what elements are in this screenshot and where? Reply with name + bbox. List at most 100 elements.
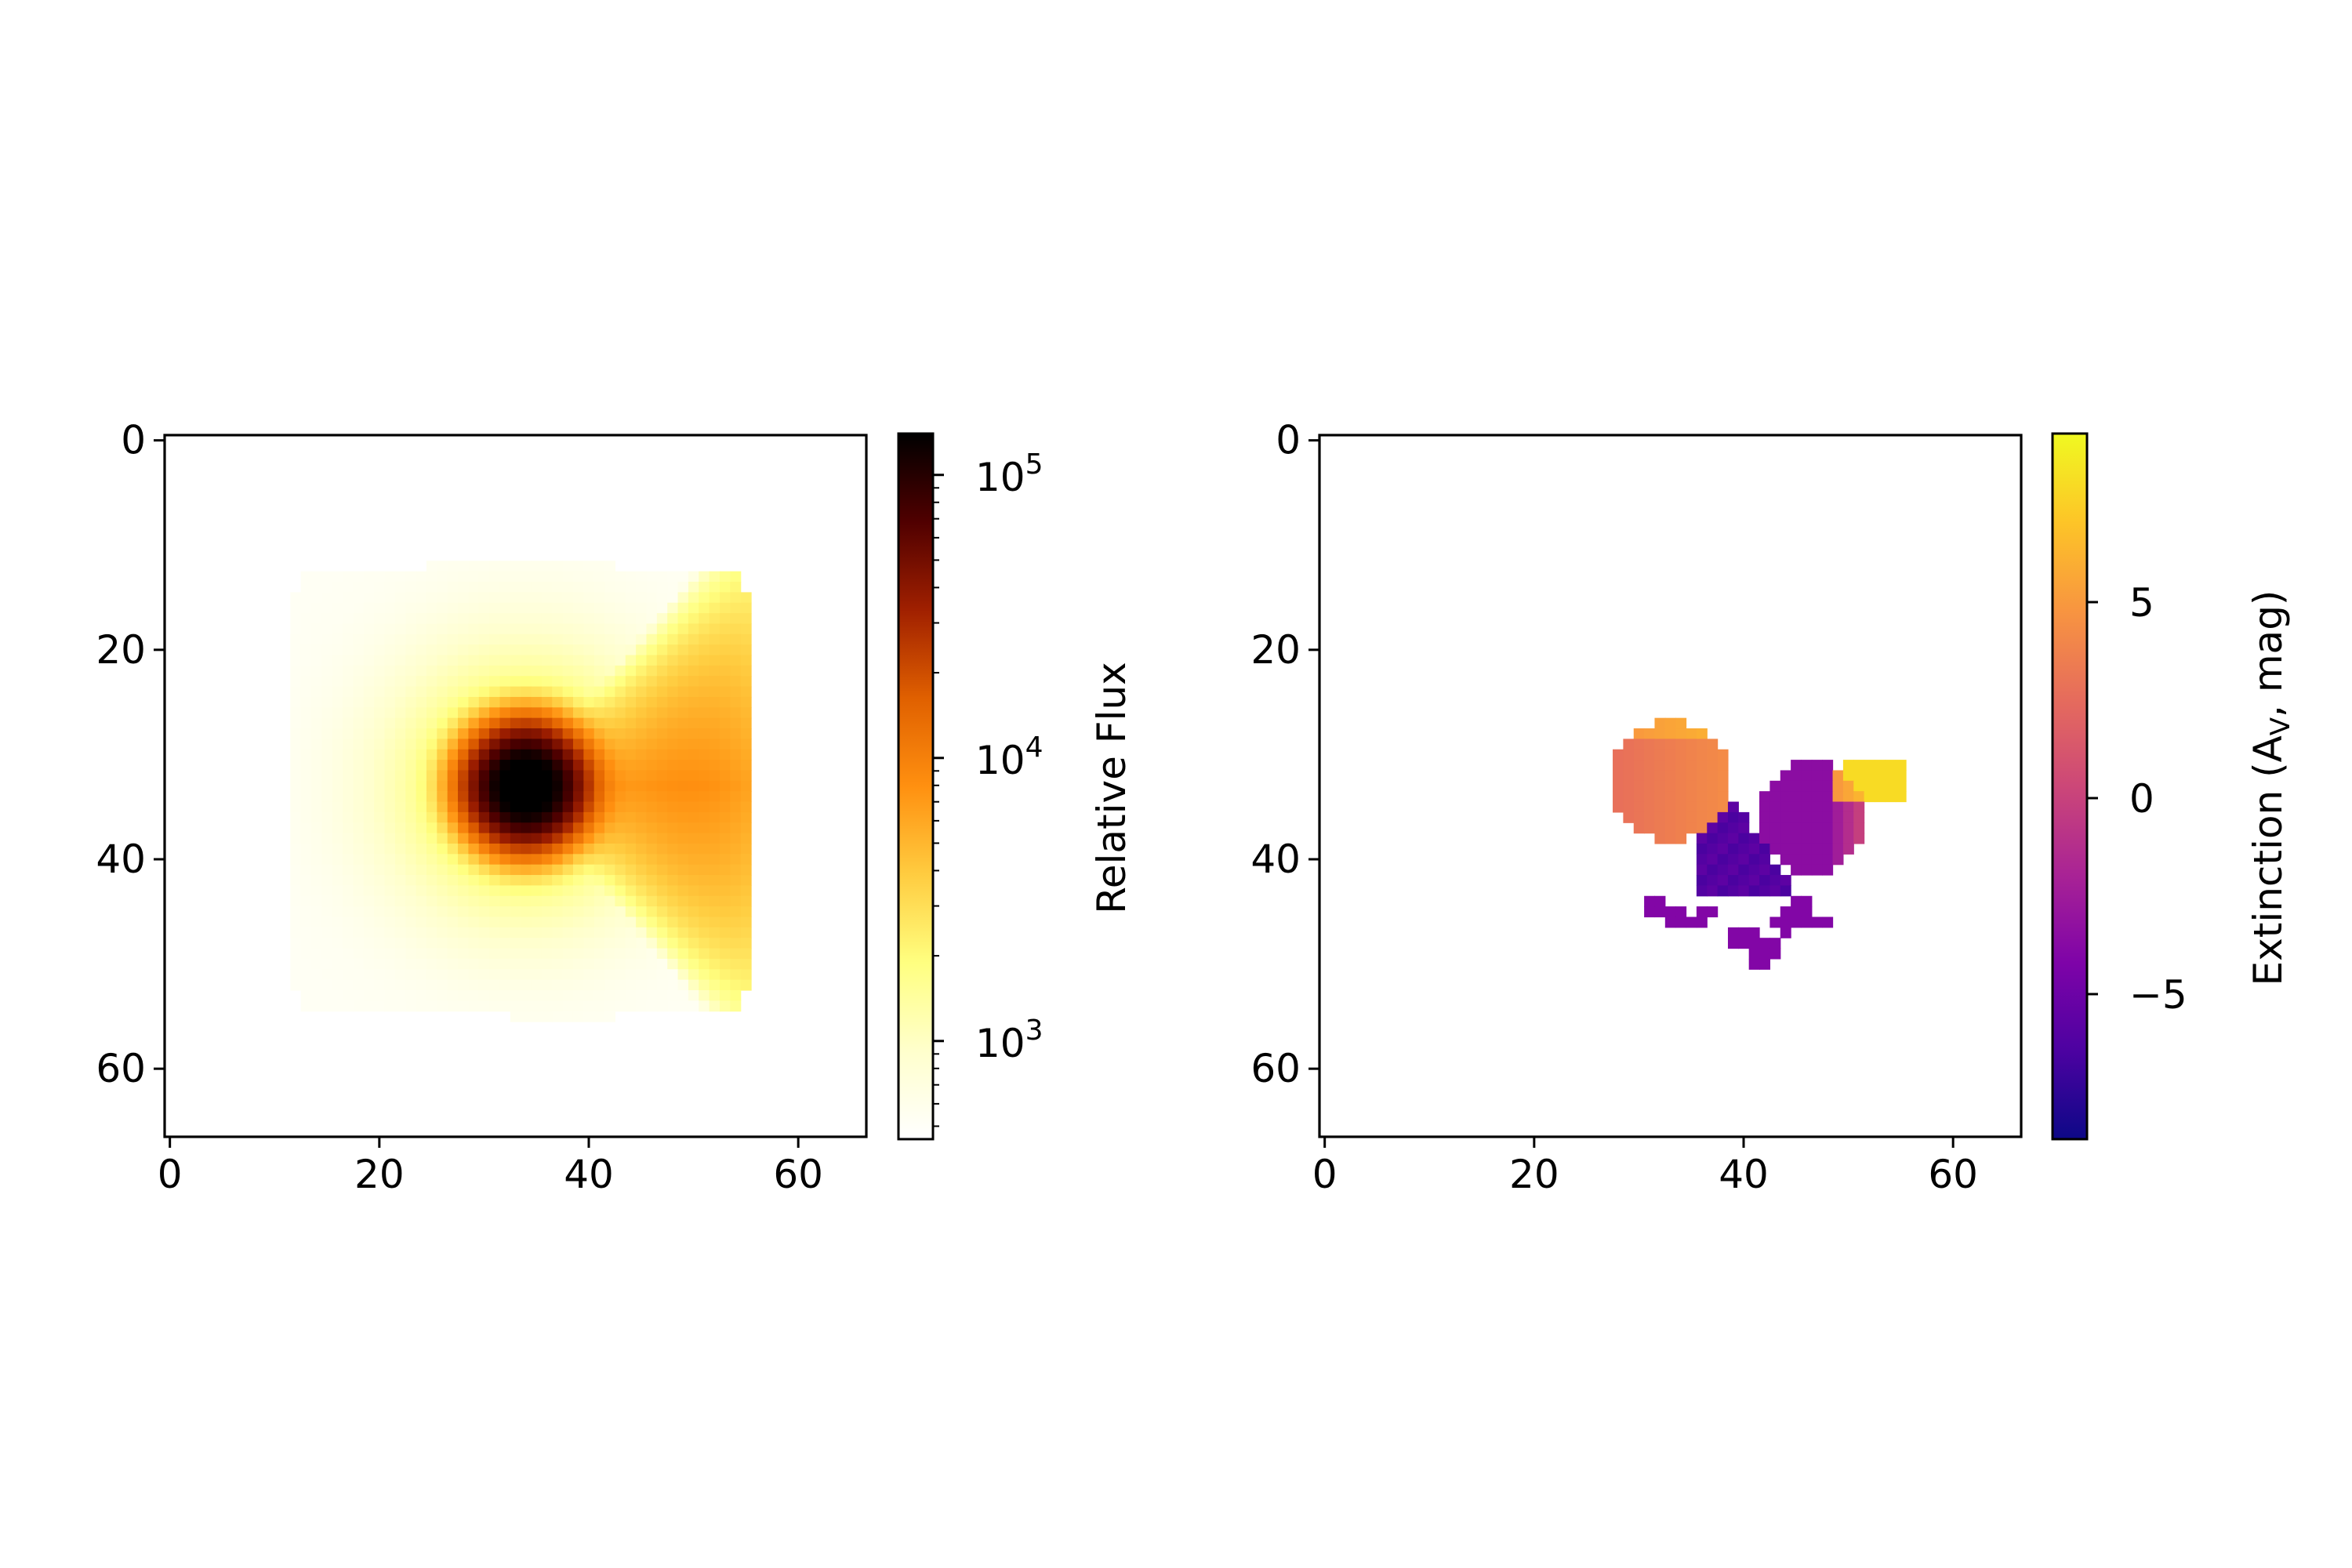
flux-pixel (730, 1000, 742, 1012)
flux-pixel (531, 895, 543, 907)
extinction-pixel (1791, 906, 1802, 918)
flux-pixel (353, 707, 365, 719)
flux-pixel (489, 906, 501, 918)
flux-pixel (541, 728, 553, 739)
flux-pixel (521, 1000, 532, 1012)
flux-pixel (353, 843, 365, 855)
flux-pixel (311, 916, 322, 928)
flux-pixel (353, 811, 365, 823)
flux-pixel (656, 717, 668, 729)
flux-pixel (541, 739, 553, 750)
flux-pixel (290, 623, 302, 635)
extinction-pixel (1885, 780, 1896, 792)
flux-pixel (562, 916, 574, 928)
flux-pixel (290, 906, 302, 918)
flux-pixel (552, 770, 564, 782)
flux-pixel (447, 875, 459, 887)
flux-pixel (719, 906, 731, 918)
flux-pixel (709, 969, 720, 981)
flux-pixel (363, 895, 375, 907)
flux-pixel (447, 822, 459, 834)
flux-pixel (384, 571, 396, 583)
flux-pixel (667, 602, 679, 614)
flux-pixel (447, 801, 459, 813)
flux-pixel (562, 728, 574, 739)
flux-pixel (730, 791, 742, 803)
flux-pixel (332, 791, 343, 803)
flux-pixel (541, 571, 553, 583)
flux-pixel (416, 843, 427, 855)
flux-pixel (416, 676, 427, 688)
flux-pixel (604, 561, 616, 572)
flux-pixel (510, 592, 521, 604)
flux-pixel (541, 696, 553, 708)
flux-pixel (384, 801, 396, 813)
flux-pixel (677, 969, 689, 981)
flux-pixel (688, 958, 699, 970)
flux-pixel (688, 623, 699, 635)
flux-pixel (499, 1000, 511, 1012)
flux-pixel (699, 822, 710, 834)
flux-pixel (677, 938, 689, 949)
flux-pixel (572, 707, 584, 719)
flux-pixel (677, 739, 689, 750)
flux-pixel (353, 613, 365, 625)
flux-pixel (499, 801, 511, 813)
flux-pixel (552, 686, 564, 698)
flux-pixel (343, 864, 354, 876)
flux-pixel (353, 770, 365, 782)
flux-pixel (321, 979, 333, 991)
flux-pixel (458, 811, 469, 823)
flux-pixel (458, 676, 469, 688)
flux-pixel (709, 770, 720, 782)
flux-pixel (447, 644, 459, 656)
flux-pixel (572, 749, 584, 760)
extinction-pixel (1654, 749, 1666, 760)
flux-pixel (290, 875, 302, 887)
flux-pixel (572, 644, 584, 656)
flux-pixel (521, 696, 532, 708)
extinction-pixel (1738, 938, 1750, 949)
flux-pixel (300, 770, 312, 782)
flux-pixel (394, 655, 406, 666)
flux-pixel (636, 633, 648, 645)
extinction-pixel (1895, 780, 1907, 792)
flux-pixel (699, 728, 710, 739)
flux-pixel (521, 979, 532, 991)
flux-pixel (656, 822, 668, 834)
flux-pixel (290, 885, 302, 897)
flux-pixel (541, 801, 553, 813)
flux-pixel (489, 958, 501, 970)
flux-pixel (499, 760, 511, 771)
flux-pixel (656, 686, 668, 698)
extinction-pixel (1717, 843, 1729, 855)
flux-pixel (332, 686, 343, 698)
flux-pixel (740, 822, 752, 834)
flux-pixel (343, 791, 354, 803)
flux-pixel (541, 717, 553, 729)
flux-pixel (541, 561, 553, 572)
flux-pixel (405, 613, 417, 625)
flux-pixel (332, 927, 343, 938)
extinction-pixel (1696, 801, 1708, 813)
extinction-pixel (1842, 791, 1854, 803)
extinction-pixel (1822, 780, 1834, 792)
flux-pixel (437, 979, 448, 991)
extinction-pixel (1613, 749, 1624, 760)
flux-pixel (458, 592, 469, 604)
extinction-pixel (1769, 885, 1781, 897)
extinction-pixel (1832, 770, 1844, 782)
flux-pixel (719, 948, 731, 960)
extinction-pixel (1675, 916, 1687, 928)
flux-pixel (719, 864, 731, 876)
extinction-pixel (1707, 843, 1719, 855)
flux-pixel (458, 717, 469, 729)
flux-pixel (636, 938, 648, 949)
flux-pixel (677, 927, 689, 938)
flux-pixel (667, 875, 679, 887)
flux-pixel (593, 854, 605, 866)
extinction-pixel (1791, 843, 1802, 855)
flux-pixel (719, 676, 731, 688)
extinction-pixel (1853, 780, 1865, 792)
